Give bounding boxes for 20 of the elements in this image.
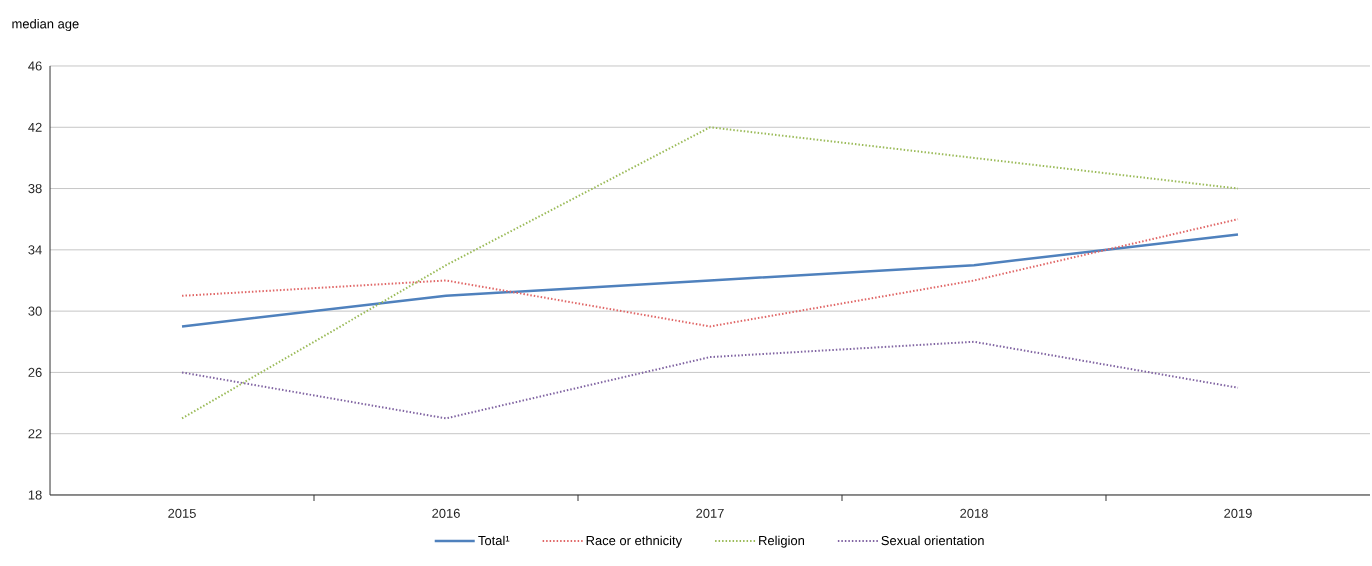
y-tick-label: 30 — [28, 306, 42, 316]
x-tick-label: 2017 — [696, 508, 724, 518]
x-tick-label: 2016 — [432, 508, 460, 518]
x-tick-label: 2015 — [168, 508, 196, 518]
legend-label: Total¹ — [478, 535, 510, 546]
legend-label: Race or ethnicity — [586, 535, 683, 548]
y-tick-label: 22 — [28, 429, 42, 439]
y-tick-label: 26 — [28, 367, 42, 377]
y-axis-title: median age — [12, 18, 79, 32]
y-tick-label: 18 — [28, 490, 42, 500]
legend-label: Religion — [759, 535, 805, 548]
y-tick-label: 42 — [28, 122, 42, 132]
y-tick-label: 46 — [28, 61, 42, 71]
y-tick-label: 38 — [28, 183, 42, 194]
line-series — [181, 126, 1239, 420]
x-tick-label: 2018 — [960, 508, 988, 518]
x-tick-label: 2019 — [1224, 508, 1252, 518]
line-series — [181, 340, 1239, 420]
y-tick-label: 34 — [28, 245, 42, 255]
legend-label: Sexual orientation — [881, 535, 984, 546]
